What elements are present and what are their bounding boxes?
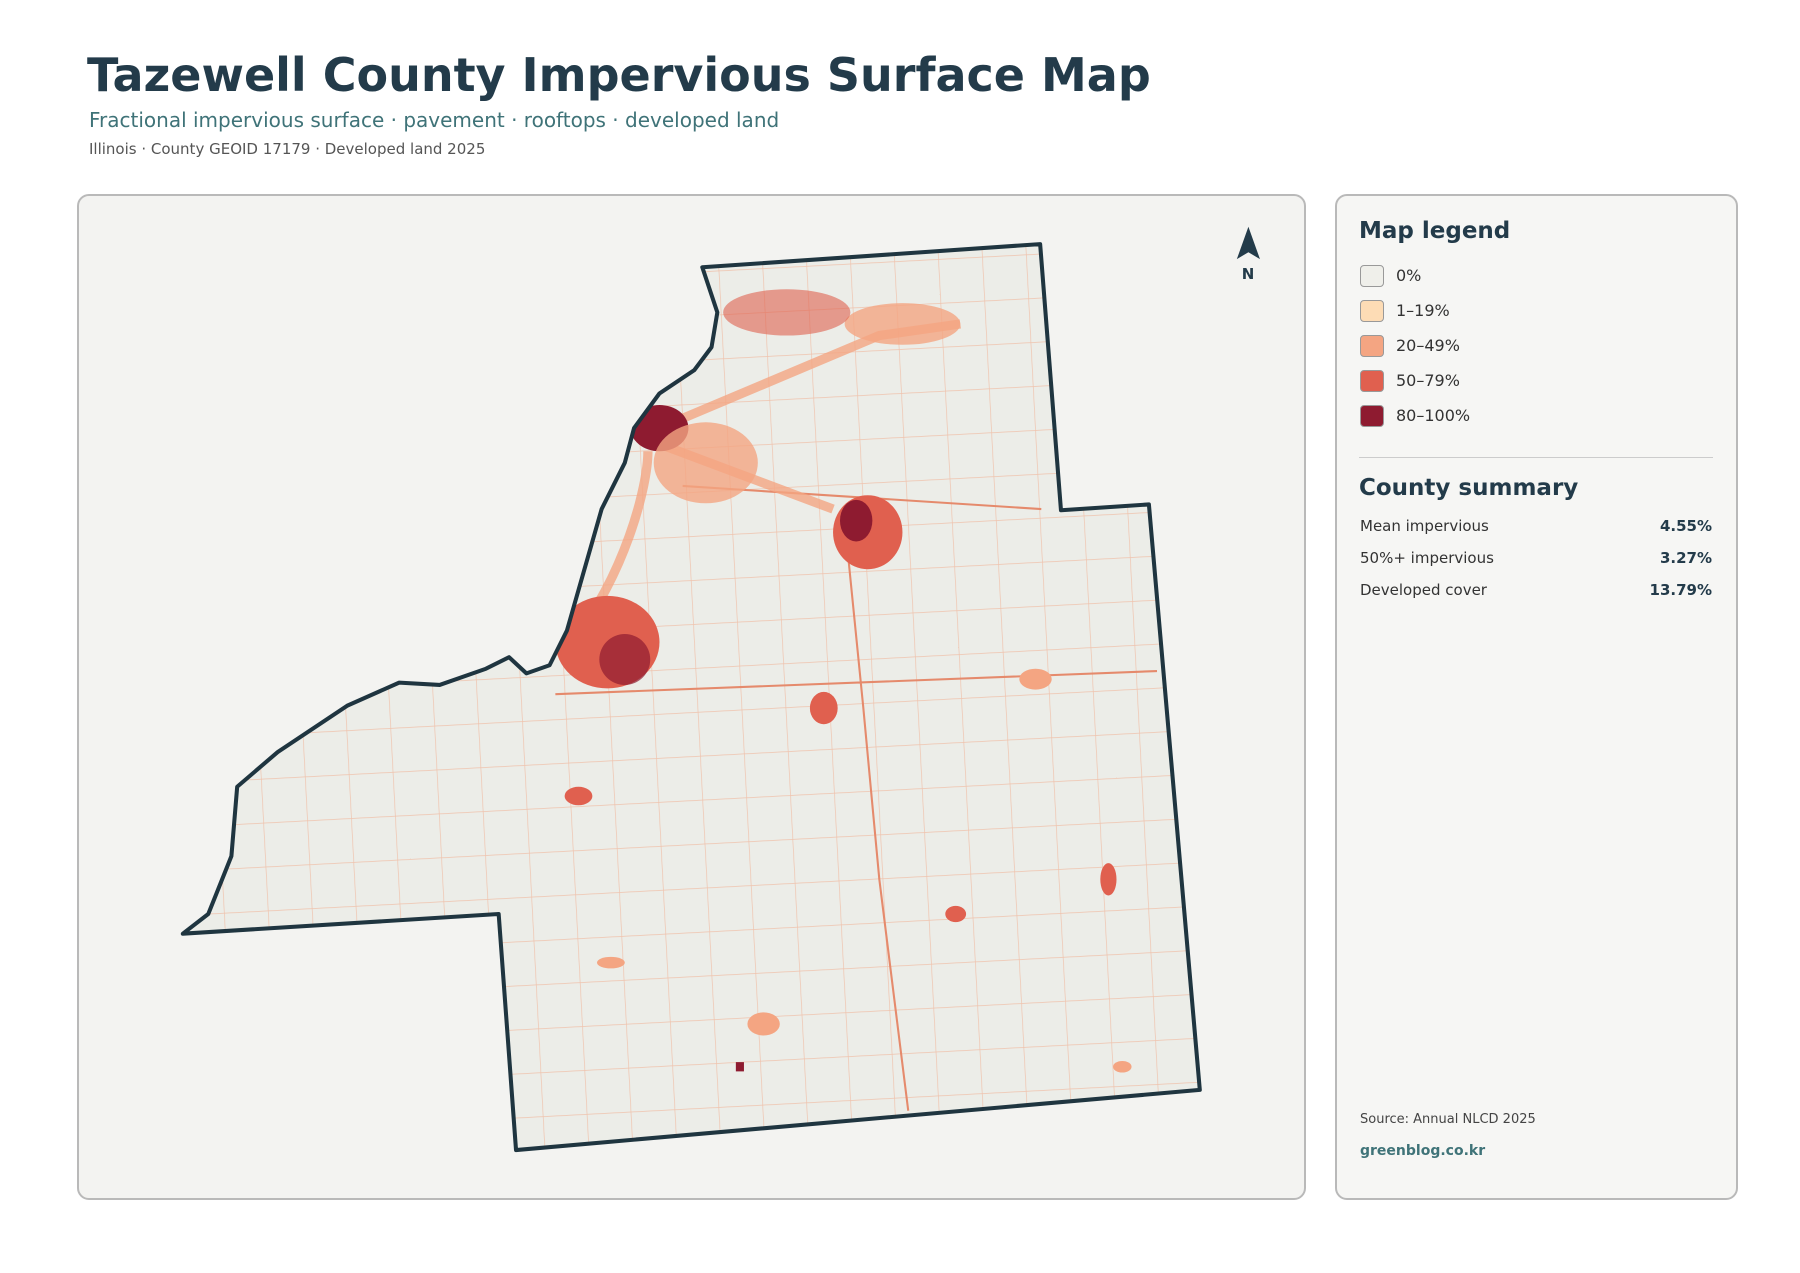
summary-value: 4.55% (1659, 517, 1712, 535)
legend-title: Map legend (1359, 218, 1511, 244)
summary-label: Developed cover (1360, 581, 1487, 599)
divider (1359, 457, 1713, 458)
legend-panel (1335, 194, 1738, 1200)
summary-label: 50%+ impervious (1360, 549, 1494, 567)
summary-title: County summary (1359, 475, 1579, 501)
summary-value: 13.79% (1649, 581, 1712, 599)
summary-value: 3.27% (1659, 549, 1712, 567)
source: Source: Annual NLCD 2025 (1360, 1112, 1536, 1127)
legend-label: 20–49% (1396, 336, 1460, 355)
meta: Illinois · County GEOID 17179 · Develope… (89, 140, 486, 158)
north-label: N (1242, 265, 1255, 283)
legend-label: 50–79% (1396, 371, 1460, 390)
legend-swatch (1360, 405, 1384, 427)
summary-label: Mean impervious (1360, 517, 1489, 535)
legend-swatch (1360, 300, 1384, 322)
legend-swatch (1360, 370, 1384, 392)
legend-swatch (1360, 265, 1384, 287)
legend-swatch (1360, 335, 1384, 357)
site: greenblog.co.kr (1360, 1143, 1486, 1159)
legend-label: 1–19% (1396, 301, 1450, 320)
legend-label: 0% (1396, 266, 1422, 285)
title: Tazewell County Impervious Surface Map (87, 48, 1151, 102)
legend-label: 80–100% (1396, 406, 1471, 425)
subtitle: Fractional impervious surface · pavement… (89, 108, 780, 132)
